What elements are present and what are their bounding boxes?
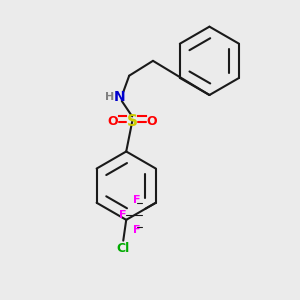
Text: Cl: Cl	[117, 242, 130, 255]
Text: S: S	[127, 114, 138, 129]
Text: H: H	[105, 92, 115, 101]
Text: O: O	[107, 115, 118, 128]
Text: N: N	[114, 89, 125, 103]
Text: F: F	[119, 210, 127, 220]
Text: O: O	[146, 115, 157, 128]
Text: F: F	[133, 224, 140, 235]
Text: F: F	[133, 195, 140, 205]
